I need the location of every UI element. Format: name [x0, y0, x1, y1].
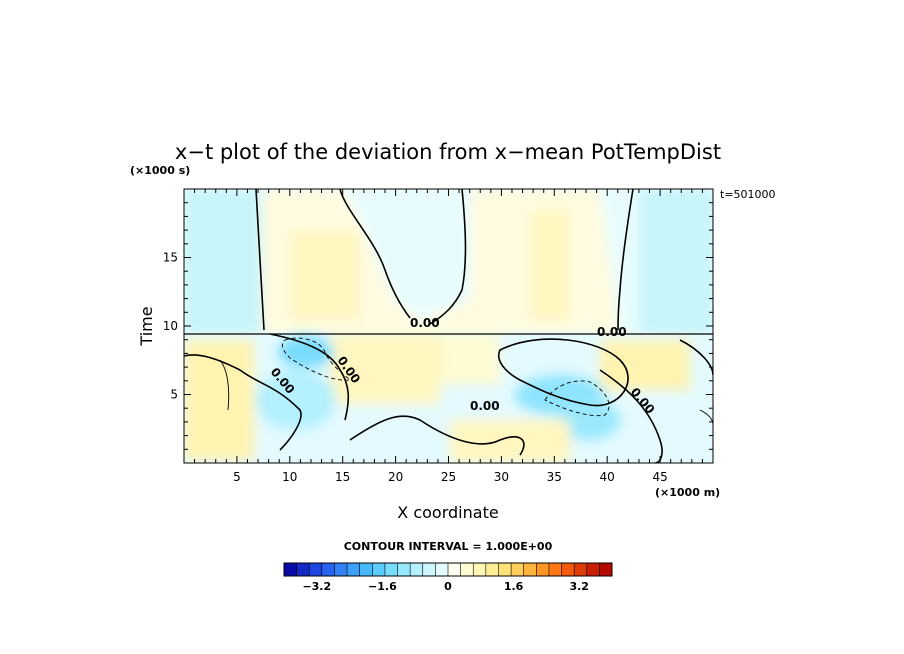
colorbar-swatch	[536, 563, 550, 576]
x-unit-label: (×1000 m)	[655, 486, 720, 499]
colorbar-swatch	[347, 563, 360, 576]
colorbar-swatch	[435, 563, 449, 576]
colorbar-swatch	[384, 563, 398, 576]
x-tick-label: 10	[282, 470, 297, 484]
colorbar-swatch	[498, 563, 512, 576]
colorbar-swatch	[523, 563, 537, 576]
colorbar-ticks: −3.2 −1.6 0 1.6 3.2	[302, 580, 589, 593]
contour-label-4: 0.00	[470, 399, 500, 413]
y-tick-label: 15	[163, 251, 178, 265]
colorbar-swatch	[511, 563, 524, 576]
contour-label-5: 0.00	[597, 325, 627, 339]
colorbar-tick-label: 0	[444, 580, 452, 593]
contour-lower-a	[269, 333, 350, 421]
colorbar-swatch	[485, 563, 499, 576]
chart-title: x−t plot of the deviation from x−mean Po…	[175, 140, 721, 164]
y-tick-label: 5	[170, 388, 178, 402]
colorbar-tick-label: 1.6	[504, 580, 524, 593]
colorbar	[283, 562, 613, 577]
colorbar-swatch	[460, 563, 474, 576]
contour-upper-left	[255, 189, 265, 331]
contour-neg-left	[281, 337, 351, 381]
x-tick-label: 5	[233, 470, 241, 484]
x-tick-label: 40	[600, 470, 615, 484]
colorbar-swatch	[574, 563, 588, 576]
colorbar-swatch	[561, 563, 575, 576]
colorbar-swatch	[359, 563, 373, 576]
y-tick-label: 10	[163, 319, 178, 333]
field-blob-cyan-left	[278, 336, 334, 368]
colorbar-swatch	[448, 563, 461, 576]
heatmap-field	[184, 189, 713, 463]
contour-lower-right	[599, 369, 663, 463]
field-blob-cyan-right2	[560, 400, 620, 440]
colorbar-swatch	[397, 563, 411, 576]
contour-interval-text: CONTOUR INTERVAL = 1.000E+00	[344, 540, 553, 553]
field-lower-left-yellow	[184, 340, 254, 460]
colorbar-swatch	[410, 563, 424, 576]
contour-thin-left	[219, 359, 230, 411]
colorbar-swatch	[599, 563, 613, 576]
contour-lower-c	[349, 415, 525, 456]
colorbar-swatch	[372, 563, 386, 576]
colorbar-frame	[283, 562, 613, 577]
contour-upper-right	[617, 189, 634, 331]
contour-loop-right	[498, 338, 629, 407]
colorbar-swatch	[296, 563, 310, 576]
colorbar-tick-label: −3.2	[302, 580, 331, 593]
negative-contours	[281, 337, 610, 417]
x-tick-label: 30	[494, 470, 509, 484]
colorbar-swatch	[473, 563, 487, 576]
field-lower-yellow-bottom	[450, 420, 570, 463]
colorbar-swatch	[309, 563, 323, 576]
x-tick-label: 45	[652, 470, 667, 484]
field-upper-yellow-patch2	[530, 210, 570, 320]
field-blob-cyan-left2	[256, 370, 336, 430]
colorbar-swatch	[586, 563, 600, 576]
x-tick-label: 20	[388, 470, 403, 484]
x-axis-ticks: 5 10 15 20 25 30 35 40 45	[194, 189, 703, 484]
time-annotation: t=501000	[720, 188, 776, 201]
colorbar-tick-label: −1.6	[368, 580, 397, 593]
colorbar-swatch	[334, 563, 348, 576]
contour-lower-b	[184, 354, 302, 451]
contour-upper-mid-right	[429, 189, 467, 325]
field-upper-left-cyan	[184, 189, 274, 334]
x-axis-label: X coordinate	[397, 503, 498, 522]
x-tick-label: 25	[441, 470, 456, 484]
field-upper-yellow-patch	[290, 230, 360, 320]
x-tick-label: 15	[335, 470, 350, 484]
field-lower-center-yellow2	[440, 334, 500, 384]
contour-neg-right	[544, 380, 610, 417]
x-tick-label: 35	[547, 470, 562, 484]
y-axis-ticks: 5 10 15	[163, 202, 713, 450]
colorbar-swatch	[321, 563, 335, 576]
field-lower-right-yellow	[600, 340, 690, 390]
y-axis-label: Time	[137, 306, 156, 346]
contour-label-1: 0.00	[410, 316, 440, 330]
contour-upper-mid-left	[339, 189, 411, 319]
colorbar-swatch	[422, 563, 436, 576]
y-unit-label: (×1000 s)	[130, 164, 190, 177]
colorbar-swatch	[548, 563, 562, 576]
colorbar-swatch	[284, 563, 297, 576]
colorbar-tick-label: 3.2	[569, 580, 589, 593]
field-upper-right-cyan	[640, 189, 713, 334]
